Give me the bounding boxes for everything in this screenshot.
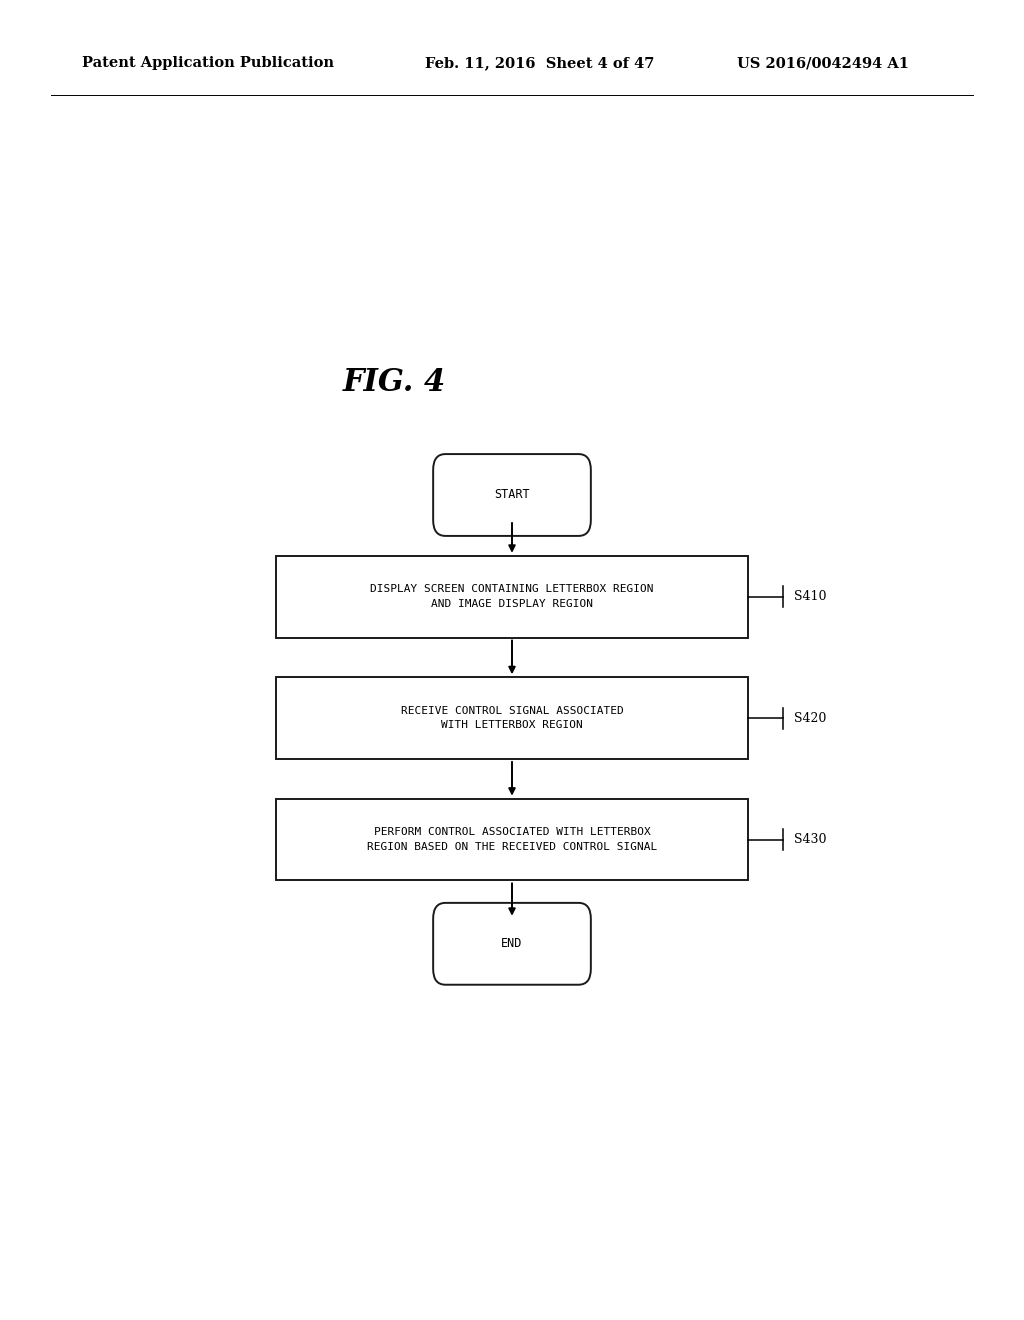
FancyBboxPatch shape: [433, 454, 591, 536]
Text: Feb. 11, 2016  Sheet 4 of 47: Feb. 11, 2016 Sheet 4 of 47: [425, 57, 654, 70]
Text: Patent Application Publication: Patent Application Publication: [82, 57, 334, 70]
Text: FIG. 4: FIG. 4: [343, 367, 445, 399]
FancyBboxPatch shape: [276, 799, 748, 880]
Text: RECEIVE CONTROL SIGNAL ASSOCIATED
WITH LETTERBOX REGION: RECEIVE CONTROL SIGNAL ASSOCIATED WITH L…: [400, 706, 624, 730]
Text: S410: S410: [794, 590, 826, 603]
Text: START: START: [495, 488, 529, 502]
FancyBboxPatch shape: [433, 903, 591, 985]
Text: S430: S430: [794, 833, 826, 846]
FancyBboxPatch shape: [276, 677, 748, 759]
Text: PERFORM CONTROL ASSOCIATED WITH LETTERBOX
REGION BASED ON THE RECEIVED CONTROL S: PERFORM CONTROL ASSOCIATED WITH LETTERBO…: [367, 828, 657, 851]
Text: S420: S420: [794, 711, 826, 725]
Text: US 2016/0042494 A1: US 2016/0042494 A1: [737, 57, 909, 70]
FancyBboxPatch shape: [276, 556, 748, 638]
Text: DISPLAY SCREEN CONTAINING LETTERBOX REGION
AND IMAGE DISPLAY REGION: DISPLAY SCREEN CONTAINING LETTERBOX REGI…: [371, 585, 653, 609]
Text: END: END: [502, 937, 522, 950]
